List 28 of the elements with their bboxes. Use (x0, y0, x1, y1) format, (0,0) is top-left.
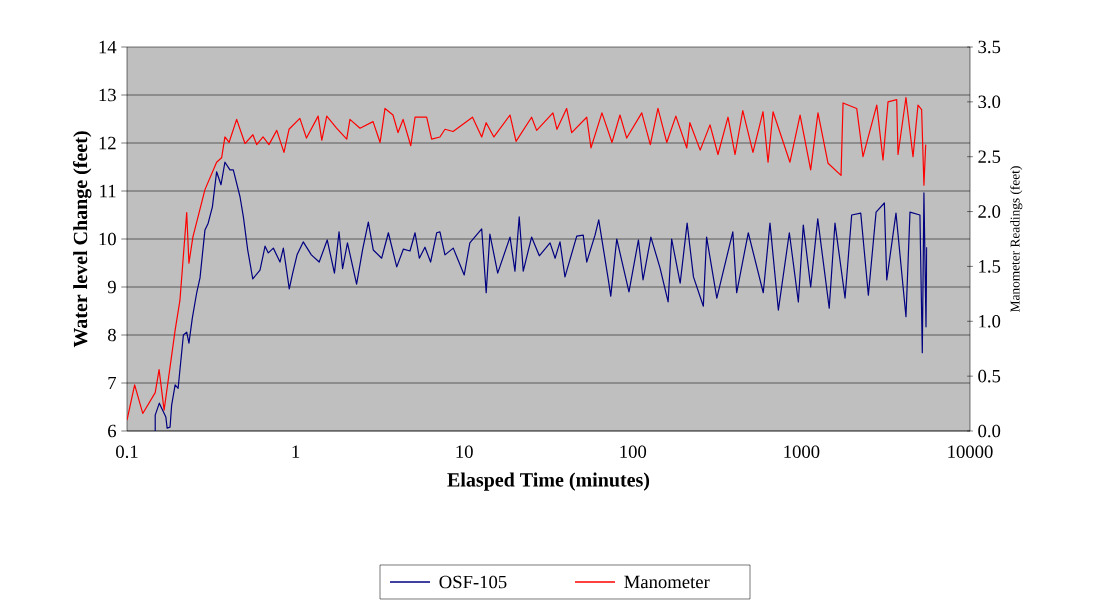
y2-axis-title: Manometer Readings (feet) (1010, 166, 1023, 312)
y-axis-title: Water level Change (feet) (72, 131, 92, 348)
x-tick-label: 100 (620, 445, 647, 458)
x-tick-label: 0.1 (116, 445, 138, 459)
y-tick-label: 10 (99, 232, 116, 246)
legend-label: Manometer (624, 575, 710, 589)
y-tick-label: 14 (99, 40, 117, 54)
y2-tick-label: 0.5 (978, 369, 1001, 383)
x-tick-label: 10 (456, 445, 473, 458)
y2-tick-label: 0.0 (978, 424, 1001, 438)
y2-tick-label: 3.5 (978, 40, 1001, 54)
y-tick-label: 12 (99, 136, 116, 150)
x-tick-label: 10000 (948, 445, 993, 458)
y2-tick-label: 1.5 (979, 260, 1001, 273)
x-tick-label: 1000 (784, 445, 820, 458)
y2-tick-label: 2.0 (978, 205, 1001, 218)
x-axis-title: Elasped Time (minutes) (447, 472, 650, 491)
y2-tick-label: 3.0 (978, 95, 1001, 109)
y-tick-label: 6 (108, 424, 117, 438)
x-tick-label: 1 (292, 445, 300, 458)
y2-tick-label: 1.0 (979, 314, 1001, 328)
y-tick-label: 9 (107, 280, 116, 294)
y2-tick-label: 2.5 (978, 150, 1001, 164)
legend-label: OSF-105 (439, 575, 507, 589)
y-tick-label: 8 (107, 328, 116, 342)
y-tick-label: 13 (99, 88, 116, 102)
y-tick-label: 11 (100, 184, 116, 198)
y-tick-label: 7 (108, 376, 117, 390)
